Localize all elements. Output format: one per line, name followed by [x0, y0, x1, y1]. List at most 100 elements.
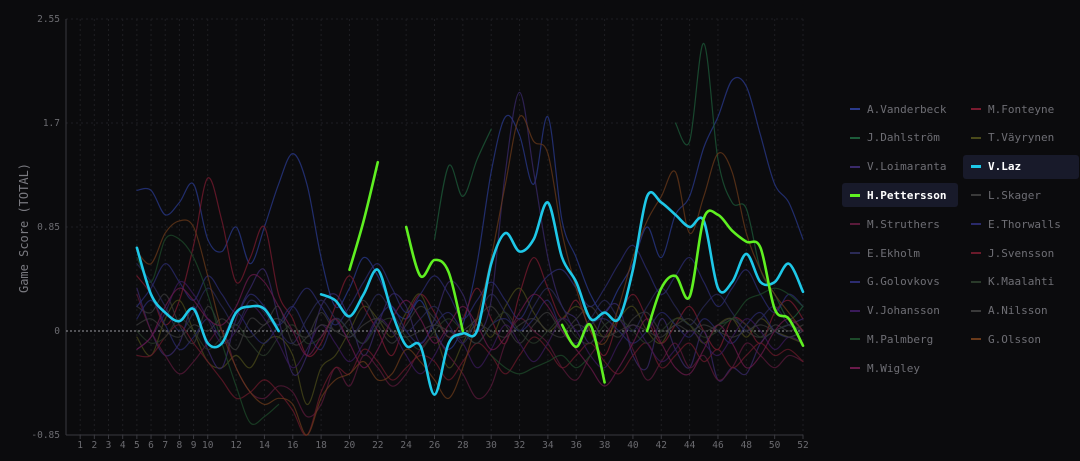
x-tick-label: 36: [571, 440, 583, 451]
legend-label: E.Thorwalls: [988, 217, 1061, 231]
series-line-e-ekholm: [136, 263, 804, 345]
x-tick-label: 50: [769, 440, 781, 451]
series-lines-highlighted: [135, 160, 805, 396]
legend-item-v-johansson[interactable]: V.Johansson: [842, 299, 958, 323]
legend-swatch: [850, 136, 860, 139]
x-tick-label: 48: [741, 440, 753, 451]
legend-swatch: [850, 309, 860, 312]
x-tick-label: 5: [134, 440, 140, 451]
legend-label: T.Väyrynen: [988, 131, 1055, 145]
x-tick-label: 1: [77, 440, 83, 451]
legend-item-l-skager[interactable]: L.Skager: [963, 183, 1079, 207]
legend-item-g-olsson[interactable]: G.Olsson: [963, 327, 1079, 351]
legend-label: V.Johansson: [867, 304, 940, 318]
series-line-m-palmberg: [717, 287, 804, 326]
series-line-h-pettersson: [404, 225, 465, 333]
legend-label: G.Golovkovs: [867, 275, 940, 289]
legend-label: K.Maalahti: [988, 275, 1055, 289]
legend-label: H.Pettersson: [867, 188, 947, 202]
legend-label: V.Laz: [988, 160, 1022, 174]
x-tick-label: 6: [148, 440, 154, 451]
x-tick-label: 20: [344, 440, 356, 451]
chart-grid: [66, 18, 804, 436]
y-tick-label: 0.85: [37, 222, 60, 233]
x-tick-label: 22: [372, 440, 383, 451]
legend-label: A.Vanderbeck: [867, 102, 947, 116]
legend-swatch: [971, 194, 981, 197]
legend-item-e-thorwalls[interactable]: E.Thorwalls: [963, 212, 1079, 236]
y-axis-label: Game Score (TOTAL): [17, 163, 31, 293]
legend-swatch: [850, 108, 860, 110]
series-line-g-olsson: [136, 115, 804, 436]
legend-swatch: [850, 223, 860, 226]
legend-item-a-vanderbeck[interactable]: A.Vanderbeck: [842, 97, 958, 121]
x-tick-label: 7: [162, 440, 168, 451]
legend-label: A.Nilsson: [988, 304, 1048, 318]
x-tick-label: 14: [259, 440, 271, 451]
legend-item-k-maalahti[interactable]: K.Maalahti: [963, 270, 1079, 294]
legend-swatch: [850, 193, 860, 197]
y-tick-label: -0.85: [31, 430, 60, 441]
x-tick-label: 34: [542, 440, 554, 451]
series-line-v-laz: [319, 190, 805, 396]
legend-label: M.Fonteyne: [988, 102, 1055, 116]
x-tick-label: 3: [106, 440, 112, 451]
x-tick-label: 30: [485, 440, 497, 451]
legend-item-h-pettersson[interactable]: H.Pettersson: [842, 183, 958, 208]
x-tick-label: 18: [315, 440, 327, 451]
legend-item-e-ekholm[interactable]: E.Ekholm: [842, 241, 958, 265]
series-line-m-palmberg: [490, 354, 591, 375]
legend-item-t-v-yrynen[interactable]: T.Väyrynen: [963, 126, 1079, 150]
x-tick-label: 28: [457, 440, 469, 451]
x-tick-label: 42: [656, 440, 667, 451]
series-line-m-wigley: [136, 273, 804, 387]
series-line-k-maalahti: [136, 311, 804, 357]
x-tick-label: 9: [191, 440, 197, 451]
legend-label: M.Wigley: [867, 361, 920, 375]
series-line-m-fonteyne: [136, 177, 804, 358]
y-tick-label: 1.7: [43, 118, 60, 129]
legend-item-m-fonteyne[interactable]: M.Fonteyne: [963, 97, 1079, 121]
x-tick-label: 10: [202, 440, 214, 451]
legend-item-v-loimaranta[interactable]: V.Loimaranta: [842, 155, 958, 179]
legend-swatch: [971, 165, 981, 169]
series-line-v-laz: [135, 246, 280, 349]
legend-label: V.Loimaranta: [867, 160, 947, 174]
legend-item-a-nilsson[interactable]: A.Nilsson: [963, 299, 1079, 323]
legend-item-m-palmberg[interactable]: M.Palmberg: [842, 327, 958, 351]
legend-swatch: [850, 338, 860, 341]
legend-swatch: [850, 367, 860, 370]
series-line-j-dahlstr-m: [674, 42, 804, 320]
x-tick-label: 2: [91, 440, 97, 451]
series-line-j-dahlstr-m: [433, 128, 492, 240]
x-tick-label: 44: [684, 440, 696, 451]
legend-item-m-struthers[interactable]: M.Struthers: [842, 212, 958, 236]
x-tick-label: 26: [429, 440, 441, 451]
legend-item-j-dahlstr-m[interactable]: J.Dahlström: [842, 126, 958, 150]
series-line-h-pettersson: [348, 160, 380, 272]
legend-swatch: [850, 165, 860, 168]
x-tick-label: 40: [627, 440, 639, 451]
y-tick-label: 0: [54, 326, 60, 337]
legend-swatch: [850, 280, 860, 283]
x-tick-label: 38: [599, 440, 611, 451]
legend-label: E.Ekholm: [867, 246, 920, 260]
legend-item-m-wigley[interactable]: M.Wigley: [842, 356, 958, 380]
legend-label: M.Palmberg: [867, 332, 934, 346]
x-tick-label: 52: [797, 440, 808, 451]
series-line-v-loimaranta: [136, 91, 804, 382]
legend-item-g-golovkovs[interactable]: G.Golovkovs: [842, 270, 958, 294]
series-line-a-nilsson: [136, 318, 804, 338]
x-tick-label: 46: [712, 440, 724, 451]
series-line-j-svensson: [136, 324, 804, 436]
legend-swatch: [971, 338, 981, 341]
x-tick-label: 12: [230, 440, 241, 451]
series-line-a-vanderbeck: [136, 76, 804, 351]
legend-item-v-laz[interactable]: V.Laz: [963, 154, 1079, 179]
series-lines-dimmed: [136, 42, 804, 436]
legend-swatch: [850, 252, 860, 254]
legend-item-j-svensson[interactable]: J.Svensson: [963, 241, 1079, 265]
legend-label: M.Struthers: [867, 217, 940, 231]
series-line-h-pettersson: [645, 209, 805, 347]
